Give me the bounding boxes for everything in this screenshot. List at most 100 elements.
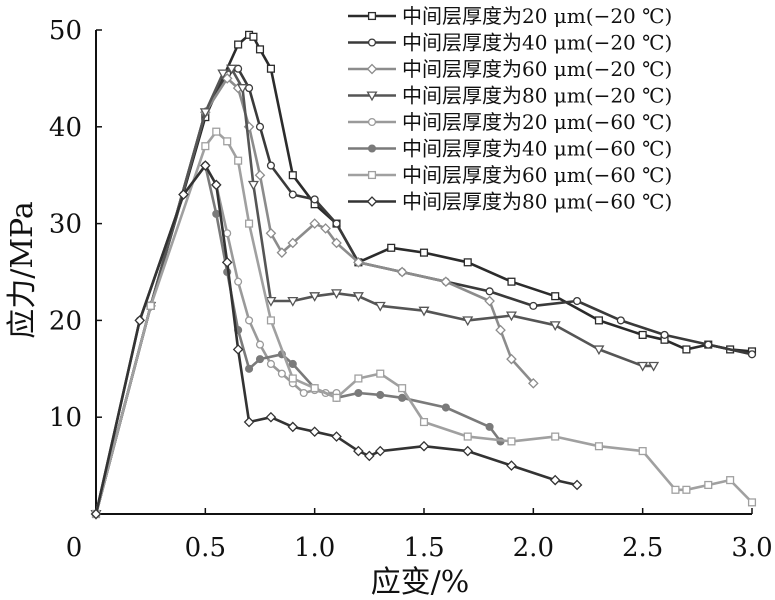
legend-marker [367,170,377,180]
data-point [594,316,603,325]
data-point [505,311,517,322]
data-point [287,296,299,307]
legend-item: 中间层厚度为40 μm(−60 ℃) [348,137,672,161]
data-point [255,45,265,54]
data-point [234,40,243,49]
data-point [331,289,343,300]
y-tick-label: 10 [49,403,82,433]
data-point [210,179,222,191]
data-point [90,508,102,520]
data-point [223,137,232,146]
legend-marker [367,144,377,153]
legend-item: 中间层厚度为20 μm(−60 ℃) [348,110,672,134]
data-point [704,340,713,349]
data-point [660,330,669,339]
data-point [353,445,364,457]
data-point [277,369,286,378]
data-point [201,142,210,151]
data-point [374,301,386,312]
y-tick-label: 40 [49,113,82,143]
series-3 [90,73,539,520]
data-point [462,316,474,327]
y-tick-label: 50 [49,16,82,46]
series-line [94,164,502,515]
series-4 [90,64,660,520]
data-point [254,169,266,181]
data-point [309,292,321,302]
data-point [287,421,299,433]
data-point [506,460,517,471]
legend-label: 中间层厚度为60 μm(−20 ℃) [402,57,672,81]
data-point [309,426,320,438]
data-point [396,266,408,278]
data-point [637,361,649,372]
data-point [221,257,233,268]
data-point [353,257,364,268]
data-point [704,480,713,490]
data-point [309,218,320,229]
data-point [266,359,275,369]
x-tick-label: 2.5 [622,533,663,563]
data-point [320,223,331,234]
data-point [266,64,275,73]
data-point [276,247,288,258]
legend-marker [367,38,377,47]
legend-item: 中间层厚度为60 μm(−60 ℃) [348,163,672,187]
data-point [528,378,539,389]
data-point [638,447,647,456]
data-point [571,479,583,491]
data-point [265,411,277,423]
data-point [255,355,265,364]
data-point [243,416,255,428]
legend-label: 中间层厚度为80 μm(−20 ℃) [402,84,672,108]
data-point [747,498,757,507]
data-point [247,180,259,191]
data-point [265,296,277,307]
legend-item: 中间层厚度为20 μm(−20 ℃) [348,4,672,28]
series-group [90,30,757,520]
x-tick-label: 0.5 [185,533,226,563]
x-tick-label: 2.0 [513,533,554,563]
legend: 中间层厚度为20 μm(−20 ℃)中间层厚度为40 μm(−20 ℃)中间层厚… [348,4,672,214]
data-point [364,450,375,462]
data-point [232,344,244,355]
data-point [419,417,429,427]
data-point [638,330,647,339]
data-point [648,361,660,372]
data-point [462,445,474,457]
data-point [226,64,238,75]
data-point [310,384,319,393]
data-point [236,84,249,94]
data-point [485,287,494,296]
data-point [616,316,625,325]
data-point [288,171,297,180]
data-point [507,437,516,446]
data-point [146,301,155,310]
data-point [441,403,450,412]
legend-marker [366,91,378,102]
data-point [288,359,297,369]
data-point [134,315,146,326]
data-point [418,306,430,317]
data-point [217,69,229,80]
legend-label: 中间层厚度为40 μm(−20 ℃) [402,31,672,55]
data-point [573,296,582,306]
data-point [200,160,211,171]
data-point [594,442,603,451]
data-point [212,209,221,218]
data-point [418,440,430,452]
series-line [94,67,654,515]
data-point [331,431,342,442]
data-point [506,353,517,365]
x-tick-label: 3.0 [731,533,772,563]
data-point [310,195,319,204]
data-point [495,324,506,336]
data-point [726,476,735,485]
data-point [245,219,254,228]
data-point [419,248,429,257]
legend-marker [367,117,377,127]
data-point [374,445,386,457]
data-point [387,243,396,252]
data-point [376,369,385,378]
y-tick-label: 20 [49,306,82,336]
